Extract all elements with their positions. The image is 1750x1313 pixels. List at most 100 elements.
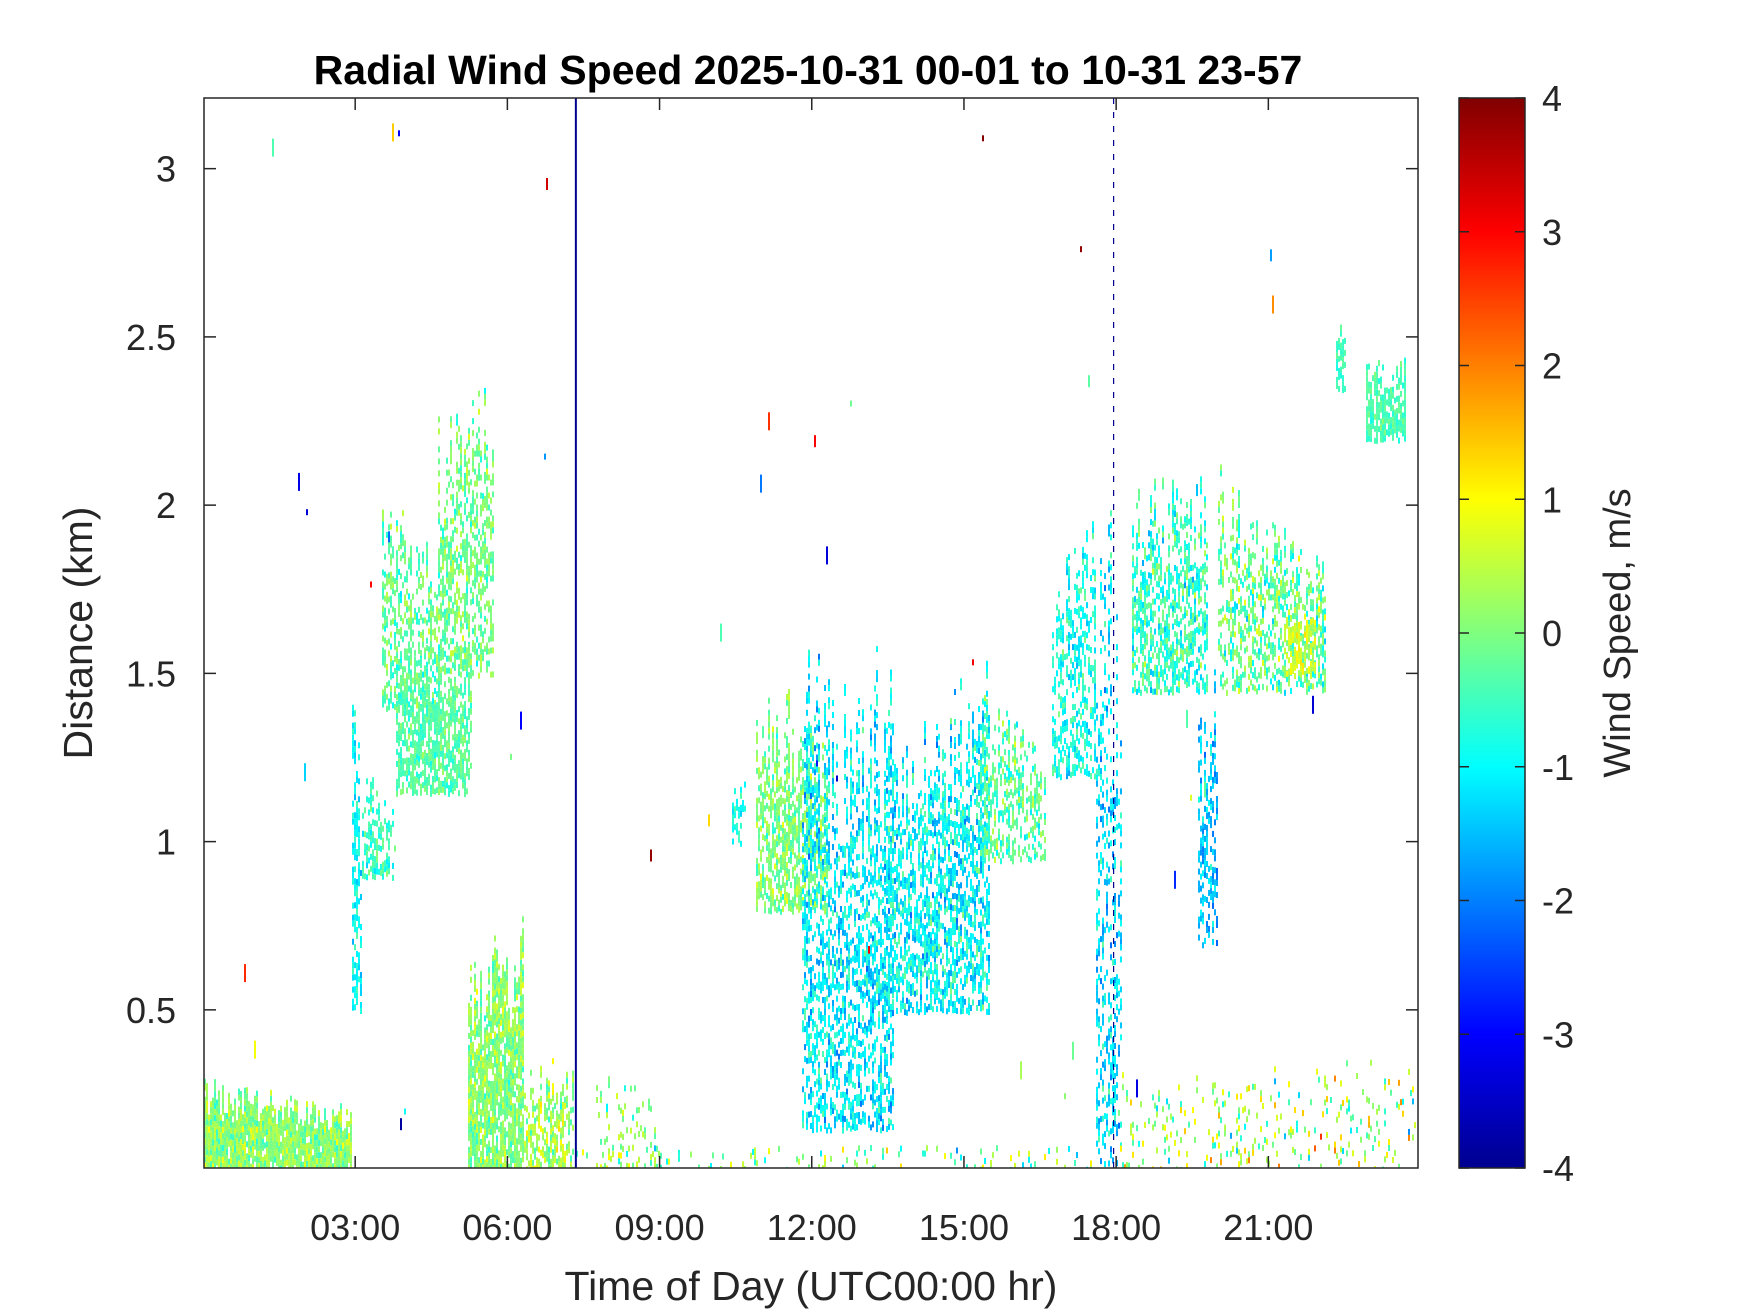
heatmap-cell: [480, 492, 482, 499]
heatmap-cell: [850, 867, 852, 874]
heatmap-cell: [538, 1104, 540, 1111]
heatmap-cell: [332, 1115, 334, 1122]
heatmap-cell: [474, 979, 476, 986]
heatmap-cell: [488, 1038, 490, 1045]
heatmap-cell: [470, 1132, 472, 1139]
heatmap-cell: [290, 1107, 292, 1114]
heatmap-cell: [232, 1110, 234, 1117]
heatmap-cell: [836, 803, 838, 810]
heatmap-cell: [476, 1066, 478, 1073]
heatmap-cell: [832, 754, 834, 760]
heatmap-cell: [398, 640, 400, 647]
heatmap-cell: [334, 1146, 336, 1153]
heatmap-cell: [816, 796, 818, 803]
heatmap-cell: [842, 1109, 844, 1116]
heatmap-cell: [500, 1151, 502, 1158]
heatmap-cell: [744, 781, 746, 788]
heatmap-cell: [354, 986, 356, 993]
heatmap-cell: [340, 1103, 342, 1110]
heatmap-cell: [356, 909, 358, 915]
heatmap-cell: [818, 1049, 820, 1056]
heatmap-cell: [426, 681, 428, 687]
heatmap-cell: [492, 563, 494, 570]
heatmap-cell: [460, 737, 462, 744]
heatmap-cell: [398, 728, 400, 735]
heatmap-cell: [340, 1109, 342, 1116]
heatmap-cell: [392, 702, 394, 709]
heatmap-cell: [346, 1121, 348, 1128]
heatmap-cell: [850, 1041, 852, 1048]
heatmap-cell: [850, 855, 852, 862]
heatmap-cell: [484, 387, 486, 394]
heatmap-cell: [774, 851, 776, 858]
heatmap-cell: [564, 1120, 566, 1127]
heatmap-cell: [454, 592, 456, 599]
heatmap-cell: [452, 662, 454, 669]
heatmap-cell: [758, 863, 760, 870]
heatmap-cell: [414, 662, 416, 669]
heatmap-cell: [494, 989, 496, 996]
heatmap-cell: [398, 682, 400, 689]
heatmap-cell: [454, 568, 456, 575]
heatmap-cell: [412, 706, 414, 712]
heatmap-cell: [474, 1051, 476, 1058]
heatmap-cell: [476, 1096, 478, 1103]
heatmap-cell: [792, 836, 794, 843]
heatmap-cell: [792, 818, 794, 825]
heatmap-cell: [426, 607, 428, 614]
heatmap-cell: [480, 1138, 482, 1145]
heatmap-cell: [304, 1120, 306, 1127]
heatmap-cell: [678, 1155, 680, 1162]
heatmap-cell: [752, 1148, 754, 1155]
heatmap-cell: [352, 710, 354, 717]
heatmap-cell: [492, 1153, 494, 1159]
heatmap-cell: [402, 534, 404, 541]
heatmap-cell: [804, 876, 806, 883]
heatmap-cell: [504, 1001, 506, 1008]
heatmap-cell: [494, 947, 496, 954]
heatmap-cell: [352, 812, 354, 819]
heatmap-cell: [348, 1139, 350, 1145]
heatmap-cell: [492, 1111, 494, 1117]
heatmap-cell: [414, 746, 416, 753]
heatmap-cell: [490, 509, 492, 516]
heatmap-cell: [780, 782, 782, 789]
heatmap-cell: [490, 635, 492, 642]
heatmap-cell: [530, 1123, 532, 1130]
heatmap-cell: [388, 698, 390, 705]
heatmap-cell: [404, 540, 406, 547]
heatmap-cell: [792, 782, 794, 789]
heatmap-cell: [460, 465, 462, 472]
heatmap-cell: [450, 554, 452, 561]
heatmap-cell: [466, 611, 468, 618]
heatmap-cell: [446, 770, 448, 777]
heatmap-cell: [832, 760, 834, 766]
heatmap-cell: [446, 698, 448, 705]
heatmap-cell: [372, 819, 374, 826]
heatmap-cell: [486, 1150, 488, 1157]
heatmap-cell: [510, 1099, 512, 1106]
heatmap-cell: [846, 776, 848, 783]
heatmap-cell: [340, 1133, 342, 1140]
heatmap-cell: [514, 989, 516, 996]
heatmap-cell: [794, 882, 796, 889]
heatmap-cell: [414, 722, 416, 729]
heatmap-cell: [504, 989, 506, 996]
heatmap-cell: [528, 1130, 530, 1137]
heatmap-cell: [766, 778, 768, 785]
heatmap-cell: [472, 400, 474, 407]
heatmap-cell: [252, 1134, 254, 1141]
heatmap-cell: [810, 1093, 812, 1099]
heatmap-cell: [852, 1099, 854, 1106]
heatmap-cell: [800, 886, 802, 893]
heatmap-cell: [312, 1119, 314, 1126]
heatmap-cell: [818, 785, 820, 792]
heatmap-cell: [480, 456, 482, 463]
heatmap-cell: [410, 611, 412, 618]
heatmap-cell: [552, 1125, 554, 1132]
heatmap-cell: [444, 735, 446, 742]
heatmap-cell: [488, 966, 490, 973]
heatmap-cell: [638, 1156, 640, 1163]
heatmap-cell: [448, 772, 450, 779]
heatmap-cell: [450, 756, 452, 763]
